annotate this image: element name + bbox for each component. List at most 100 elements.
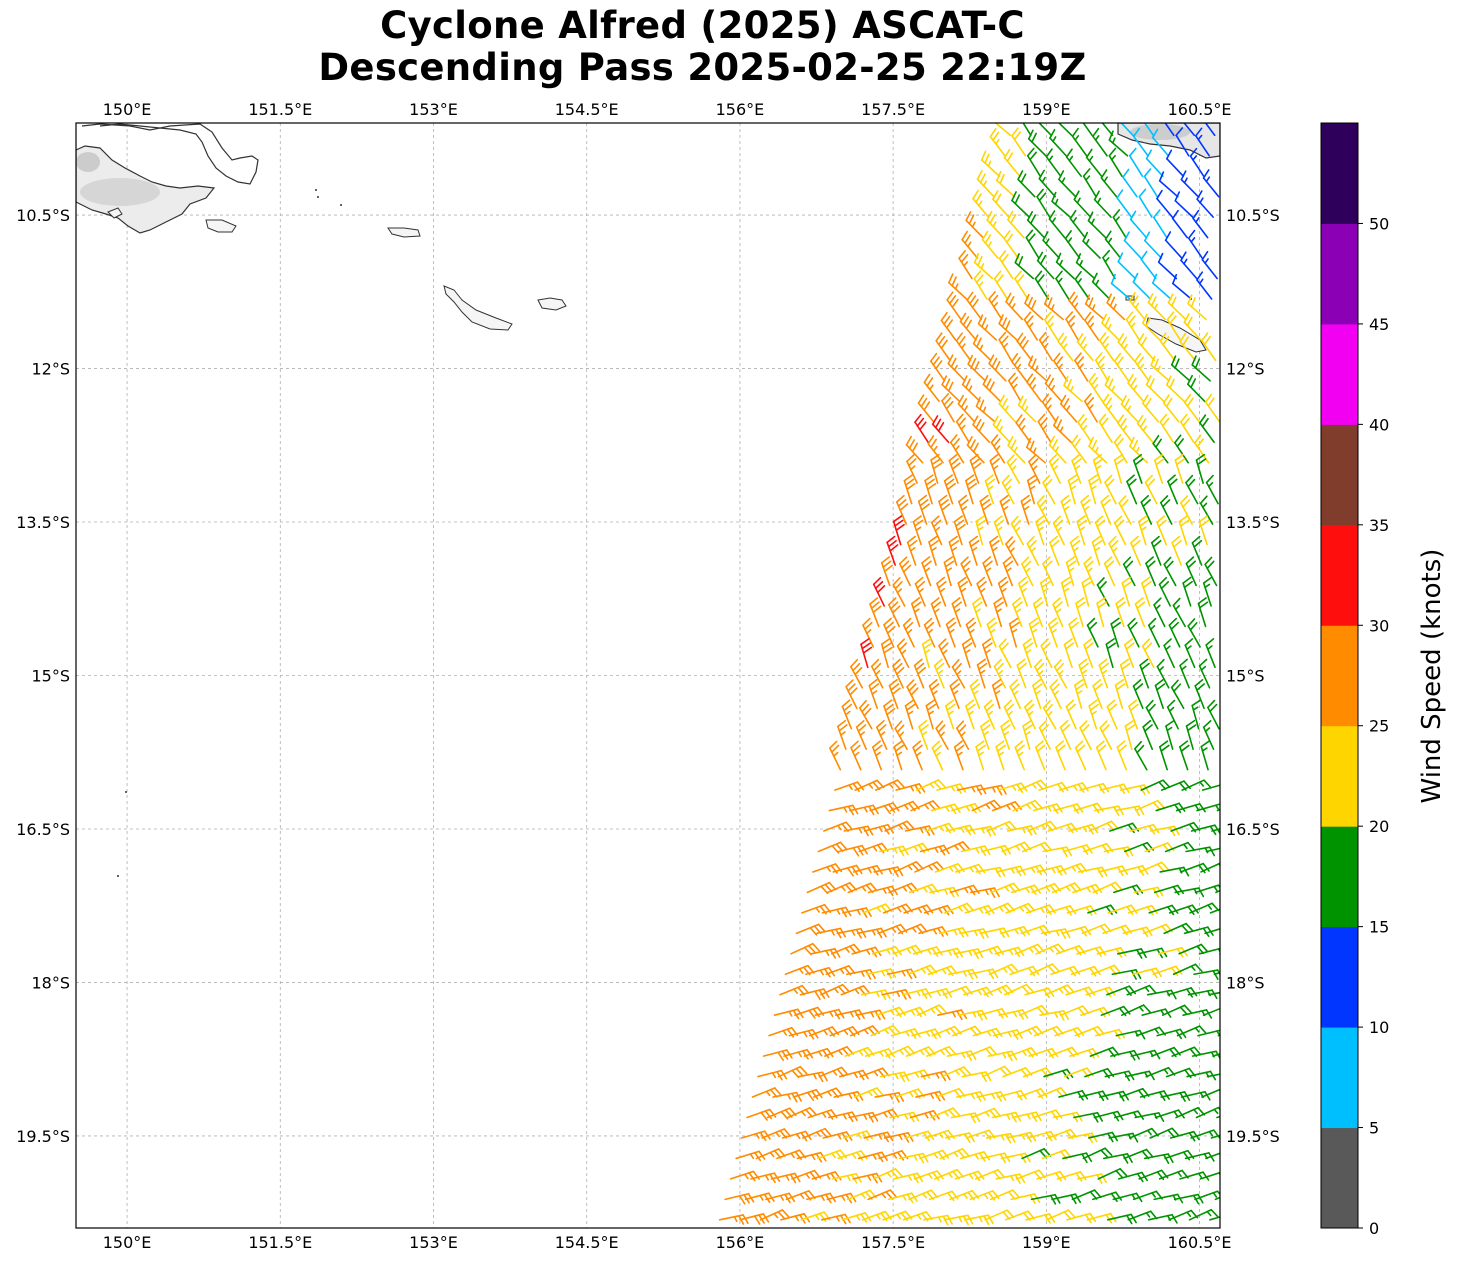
wind-barb (1048, 454, 1061, 484)
island-coastline (443, 285, 513, 331)
wind-barb (1120, 395, 1139, 423)
lat-tick-label-right: 15°S (1226, 667, 1265, 686)
wind-barb (948, 273, 968, 300)
wind-barb (938, 638, 951, 669)
wind-barb (931, 415, 950, 444)
wind-barb (1179, 658, 1190, 689)
wind-barb (1204, 393, 1220, 423)
wind-barb (936, 576, 947, 607)
wind-barb (1192, 209, 1209, 239)
wind-barb (1083, 638, 1094, 669)
wind-barb (1052, 597, 1064, 628)
wind-barb (893, 861, 924, 873)
wind-barb (832, 864, 863, 877)
wind-barb (846, 1189, 877, 1201)
lon-tick-label-bottom: 151.5°E (248, 1233, 312, 1252)
wind-barb (1068, 617, 1079, 648)
terrain-shading (76, 152, 100, 172)
wind-barb (1071, 127, 1088, 157)
wind-barb (831, 943, 862, 955)
wind-barb (1140, 494, 1153, 525)
wind-barb (1053, 803, 1084, 814)
colorbar-tick-label: 20 (1369, 817, 1389, 836)
wind-barb (1165, 719, 1175, 750)
wind-barb (1159, 413, 1175, 444)
lat-tick-label-right: 18°S (1226, 973, 1265, 992)
coastlines (76, 123, 1220, 877)
wind-barb (1064, 230, 1081, 259)
wind-barb (1074, 740, 1087, 771)
wind-barb (1058, 782, 1089, 793)
wind-barb (990, 434, 1006, 464)
lat-tick-label-left: 10.5°S (16, 206, 70, 225)
wind-barb (1129, 436, 1149, 464)
wind-barb (884, 820, 915, 832)
wind-barb (946, 291, 962, 321)
colorbar-bin (1321, 826, 1358, 928)
wind-barb (1144, 231, 1163, 259)
wind-barb (997, 576, 1009, 607)
wind-barb (910, 800, 941, 812)
wind-barb (902, 617, 915, 648)
colorbar-bin (1321, 725, 1358, 827)
wind-barb (1103, 846, 1134, 857)
wind-barb (967, 354, 987, 382)
wind-barb (1129, 823, 1160, 835)
lon-tick-label-bottom: 160.5°E (1168, 1233, 1232, 1252)
wind-barb (998, 638, 1012, 669)
wind-barb (917, 394, 935, 423)
wind-barb (874, 1091, 905, 1103)
wind-barb (1010, 884, 1041, 896)
wind-barb (1191, 699, 1201, 730)
wind-barb (1201, 250, 1218, 280)
wind-barb (1011, 127, 1027, 157)
wind-barb (1194, 679, 1205, 710)
wind-barb (1039, 1010, 1070, 1021)
colorbar-frame (1320, 122, 1359, 1229)
wind-barb (1100, 494, 1112, 525)
wind-barb (811, 1171, 842, 1182)
islet (315, 189, 317, 191)
wind-barb (1172, 963, 1203, 976)
wind-barb (1166, 699, 1179, 730)
wind-barb (1038, 331, 1053, 362)
wind-barb (837, 719, 848, 750)
wind-barb (1129, 210, 1148, 239)
wind-barb (1060, 576, 1072, 607)
wind-barb (862, 617, 875, 648)
colorbar-tick-label: 30 (1369, 616, 1389, 635)
wind-barb (1205, 638, 1216, 669)
wind-barb (915, 779, 946, 791)
wind-barb (1116, 189, 1133, 218)
wind-barb (1007, 436, 1026, 464)
wind-barb (1138, 515, 1149, 546)
colorbar: 0 5 10 15 20 25 30 35 40 45 50 (1320, 122, 1389, 1238)
wind-barb (1065, 986, 1096, 998)
wind-barb (1117, 414, 1134, 444)
wind-barb (1206, 1073, 1220, 1078)
wind-barb (951, 659, 966, 689)
wind-barb (930, 515, 943, 546)
wind-barb (1138, 861, 1169, 873)
wind-barb (1137, 333, 1156, 362)
wind-barb (906, 535, 918, 566)
wind-barb (1024, 699, 1036, 730)
wind-barb (1165, 375, 1186, 403)
wind-barb (988, 963, 1019, 976)
wind-barb (1201, 332, 1217, 362)
wind-barb (1065, 699, 1077, 730)
wind-barb (1163, 556, 1177, 587)
wind-barb (851, 946, 882, 958)
wind-barb (746, 1108, 777, 1121)
lat-tick-label-left: 16.5°S (16, 820, 70, 839)
wind-barb (928, 535, 939, 566)
wind-barb (1040, 928, 1071, 940)
colorbar-tick-label: 5 (1369, 1119, 1379, 1138)
wind-barb (1180, 251, 1198, 280)
wind-barb (1107, 904, 1138, 916)
wind-barb (1167, 987, 1198, 998)
wind-barb (1141, 313, 1161, 341)
wind-barb (1086, 617, 1099, 648)
wind-barb (1115, 597, 1126, 628)
wind-barb (1202, 720, 1215, 750)
